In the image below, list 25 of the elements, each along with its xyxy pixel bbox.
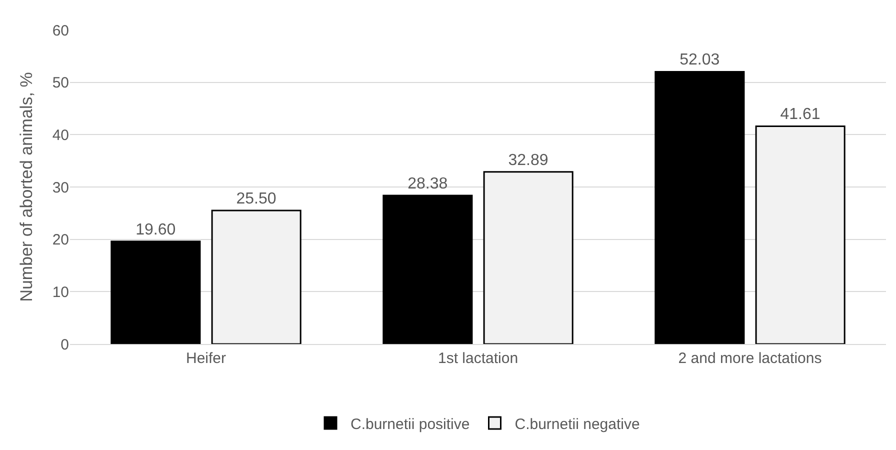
bar xyxy=(211,210,302,344)
y-axis-title: Number of aborted animals, % xyxy=(16,72,36,302)
x-tick-label: Heifer xyxy=(186,350,226,367)
legend-label: C.burnetii negative xyxy=(514,416,640,433)
data-label: 19.60 xyxy=(136,221,176,238)
bar xyxy=(110,240,201,344)
y-tick-label: 30 xyxy=(52,179,69,196)
y-tick-label: 10 xyxy=(52,284,69,301)
y-tick-label: 0 xyxy=(60,336,69,354)
bar xyxy=(382,194,473,344)
bar xyxy=(483,171,574,344)
legend-label: C.burnetii positive xyxy=(350,416,470,433)
data-label: 41.61 xyxy=(780,106,820,124)
bar xyxy=(755,125,846,344)
data-label: 28.38 xyxy=(408,175,448,192)
y-tick-label: 20 xyxy=(52,232,69,249)
y-tick-label: 40 xyxy=(52,126,69,144)
y-tick-label: 50 xyxy=(52,74,69,92)
x-tick-label: 2 and more lactations xyxy=(678,350,822,367)
data-label: 52.03 xyxy=(680,52,720,69)
y-tick-label: 60 xyxy=(52,22,69,40)
bar xyxy=(654,70,745,344)
data-label: 32.89 xyxy=(508,152,548,169)
x-tick-label: 1st lactation xyxy=(438,350,518,367)
data-label: 25.50 xyxy=(236,190,276,208)
